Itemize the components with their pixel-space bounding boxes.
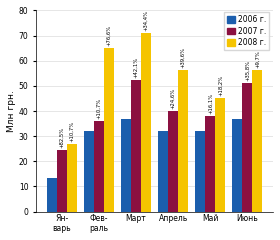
Bar <box>168 111 178 212</box>
Legend: 2006 г., 2007 г., 2008 г.: 2006 г., 2007 г., 2008 г. <box>224 12 269 50</box>
Bar <box>67 144 77 212</box>
Text: +76,6%: +76,6% <box>106 25 111 46</box>
Text: +42,1%: +42,1% <box>134 56 139 78</box>
Text: +16,1%: +16,1% <box>208 93 213 114</box>
Bar <box>205 116 215 212</box>
Text: +9,7%: +9,7% <box>255 50 260 67</box>
Bar <box>252 70 262 212</box>
Bar <box>131 80 141 212</box>
Bar <box>121 119 131 212</box>
Bar <box>178 70 188 212</box>
Bar <box>141 33 151 212</box>
Bar <box>242 83 252 212</box>
Bar <box>215 98 225 212</box>
Bar <box>94 121 104 212</box>
Bar <box>158 131 168 212</box>
Y-axis label: Млн грн.: Млн грн. <box>7 90 16 132</box>
Bar <box>232 119 242 212</box>
Bar <box>195 131 205 212</box>
Text: +18,2%: +18,2% <box>218 75 223 96</box>
Bar <box>84 131 94 212</box>
Bar <box>57 150 67 212</box>
Text: +24,6%: +24,6% <box>171 88 176 109</box>
Text: +39,6%: +39,6% <box>181 47 186 67</box>
Bar <box>47 178 57 212</box>
Text: +34,4%: +34,4% <box>144 10 149 31</box>
Text: +35,8%: +35,8% <box>245 60 250 81</box>
Text: +10,7%: +10,7% <box>97 98 101 119</box>
Text: +10,7%: +10,7% <box>69 120 74 142</box>
Bar <box>104 48 114 212</box>
Text: +82,5%: +82,5% <box>59 127 64 148</box>
